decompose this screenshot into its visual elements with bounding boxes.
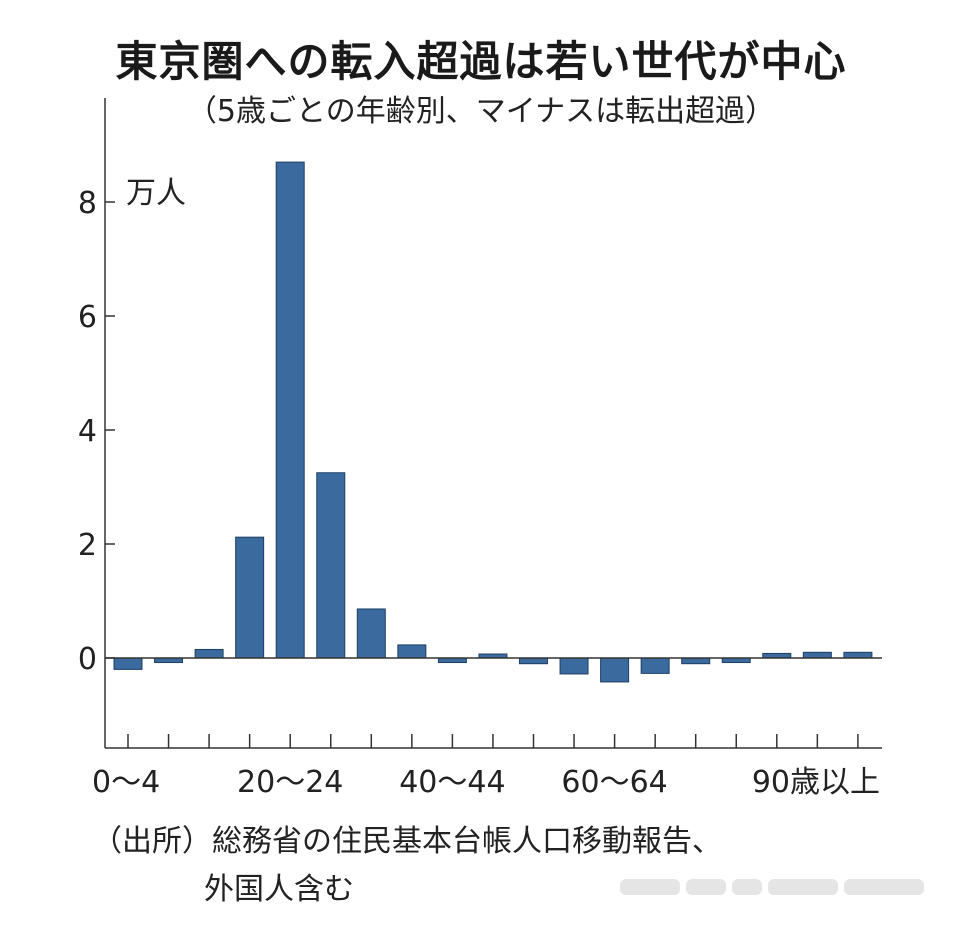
y-tick-label-0: 0 xyxy=(78,642,97,677)
source-line-2: 外国人含む xyxy=(204,872,354,907)
watermark xyxy=(620,876,940,898)
y-tick-label-8: 8 xyxy=(78,186,97,221)
bar-30～34 xyxy=(356,608,386,659)
source-line-1: （出所）総務省の住民基本台帳人口移動報告、 xyxy=(92,824,722,859)
bar-25～29 xyxy=(316,472,346,659)
bar-70～74 xyxy=(681,657,711,665)
bar-65～69 xyxy=(640,657,670,674)
labels-group: 0 2 4 6 8 0～4 20～24 40～44 60～64 90歳以上 万人 xyxy=(78,176,880,800)
x-tick-label-20～24: 20～24 xyxy=(237,765,343,800)
chart-subtitle: （5歳ごとの年齢別、マイナスは転出超過） xyxy=(186,94,776,129)
chart-title: 東京圏への転入超過は若い世代が中心 xyxy=(115,37,847,86)
bar-15～19 xyxy=(235,536,265,659)
y-tick-label-4: 4 xyxy=(78,414,97,449)
x-tick-label-60～64: 60～64 xyxy=(561,765,667,800)
bar-85～89 xyxy=(802,651,832,659)
bar-90歳以上 xyxy=(843,651,873,659)
axes-group xyxy=(104,98,882,749)
bar-20～24 xyxy=(275,161,305,659)
bar-35～39 xyxy=(397,644,427,659)
bar-55～59 xyxy=(559,657,589,675)
bar-60～64 xyxy=(600,657,630,683)
bars-group xyxy=(113,161,873,683)
source-note: （出所）総務省の住民基本台帳人口移動報告、 外国人含む xyxy=(92,818,722,914)
x-tick-label-90歳以上: 90歳以上 xyxy=(752,765,880,800)
bar-10～14 xyxy=(194,648,224,659)
x-tick-label-40～44: 40～44 xyxy=(399,765,505,800)
y-tick-label-6: 6 xyxy=(78,300,97,335)
bar-50～54 xyxy=(519,657,548,665)
x-tick-label-0～4: 0～4 xyxy=(92,765,160,800)
unit-label: 万人 xyxy=(126,176,186,211)
bar-0～4 xyxy=(113,657,143,670)
y-tick-label-2: 2 xyxy=(78,528,97,563)
